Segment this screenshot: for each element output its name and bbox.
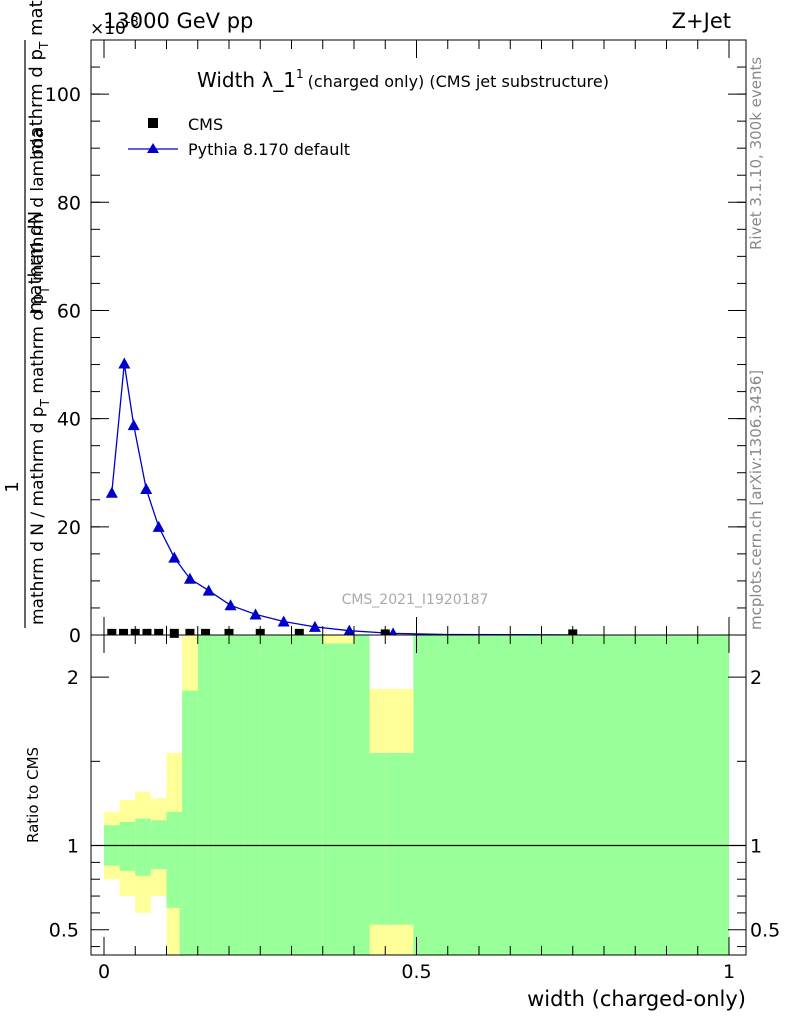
- pythia-point: [202, 584, 215, 596]
- ratio-band-yellow-lower: [369, 924, 414, 955]
- pythia-point: [308, 620, 321, 632]
- legend-pythia-marker: [147, 143, 159, 153]
- cms-point: [380, 629, 390, 639]
- ratio-band-green: [150, 820, 167, 870]
- ratio-band-yellow-top: [182, 635, 198, 691]
- ratio-band-green: [244, 635, 261, 955]
- cms-point: [169, 628, 179, 638]
- exponent-base: ×10: [90, 19, 126, 39]
- ratio-ytick-label: 1: [67, 836, 79, 858]
- watermark: CMS_2021_I1920187: [342, 592, 489, 608]
- cms-point: [568, 629, 578, 639]
- ratio-plot: 0.5 0.5 1 1 2 2 0 0.5 1: [49, 634, 780, 983]
- ratio-xtick-label: 0: [98, 961, 110, 983]
- upper-ytick-label: 60: [57, 300, 81, 322]
- ylabel-frac-top: mathrm dN: [25, 211, 46, 313]
- legend: CMS Pythia 8.170 default: [128, 115, 350, 159]
- cms-point: [130, 628, 140, 638]
- ratio-band-green: [182, 643, 198, 955]
- pythia-point: [127, 419, 140, 431]
- legend-cms-label: CMS: [188, 115, 223, 134]
- ratio-band-yellow-top2: [322, 635, 354, 644]
- ratio-band-green: [291, 635, 323, 955]
- cms-point: [107, 628, 117, 638]
- title-superscript: 1: [296, 67, 304, 81]
- pythia-point: [140, 482, 153, 494]
- cms-point: [154, 628, 164, 638]
- ratio-xtick-label: 1: [723, 961, 735, 983]
- ratio-ytick-label-right: 2: [750, 667, 762, 689]
- lower-frame: [90, 634, 747, 956]
- ylabel-fb-sub: T: [37, 41, 51, 50]
- ratio-ylabel: Ratio to CMS: [24, 747, 42, 843]
- ylabel-denominator: mathrm d N / mathrm d pT mathrm d pT mat…: [28, 128, 52, 625]
- pythia-point: [152, 520, 165, 532]
- pythia-point: [277, 615, 290, 627]
- cms-point: [119, 628, 129, 638]
- pythia-point: [224, 599, 237, 611]
- pythia-point: [249, 608, 262, 620]
- ylabel-den-b: mathrm d p: [28, 294, 48, 399]
- ratio-band-green: [197, 635, 214, 955]
- title-main: Width λ_1: [197, 68, 296, 92]
- upper-ytick-label: 40: [57, 409, 81, 431]
- ratio-band-green: [119, 821, 136, 871]
- ylabel-den-a: mathrm d N / mathrm d p: [28, 406, 48, 625]
- pythia-point: [183, 572, 196, 584]
- ratio-band-green: [213, 635, 229, 955]
- ratio-band-green: [260, 635, 292, 955]
- exponent-label: ×10-3: [90, 15, 139, 39]
- ratio-ytick-label: 0.5: [49, 920, 79, 942]
- upper-ytick-label: 80: [57, 192, 81, 214]
- pythia-point: [168, 551, 181, 563]
- pythia-point: [105, 486, 118, 498]
- ratio-band-green: [229, 635, 245, 955]
- ratio-band-green: [135, 818, 151, 876]
- ratio-xtick-label: 0.5: [401, 961, 431, 983]
- upper-ytick-label: 20: [57, 517, 81, 539]
- ylabel-one: 1: [2, 481, 23, 492]
- upper-ytick-label: 100: [45, 84, 81, 106]
- energy-label: 13000 GeV pp: [103, 9, 253, 33]
- ratio-band-green: [322, 635, 354, 955]
- ylabel-fb-a: mathrm d p: [26, 49, 47, 155]
- process-label: Z+Jet: [672, 9, 731, 33]
- ratio-band-yellow-upper: [369, 688, 414, 753]
- cms-point: [255, 628, 265, 638]
- cms-point: [294, 628, 304, 638]
- upper-ylabel: mathrm dN 1 mathrm d pT mathrm d lambda …: [2, 0, 52, 628]
- cms-point: [201, 628, 211, 638]
- pythia-point: [118, 357, 131, 369]
- main-plot: 0 20 40 60 80 100: [45, 39, 747, 647]
- cms-point: [224, 628, 234, 638]
- ratio-band-green: [416, 635, 729, 955]
- ratio-ytick-label-right: 0.5: [750, 920, 780, 942]
- cms-point: [185, 628, 195, 638]
- exponent-power: -3: [126, 15, 139, 30]
- mcplots-label: mcplots.cern.ch [arXiv:1306.3436]: [747, 370, 765, 630]
- upper-ytick-label: 0: [69, 625, 81, 647]
- cms-point: [142, 628, 152, 638]
- title-subtitle: (charged only) (CMS jet substructure): [308, 72, 609, 91]
- ratio-ytick-label-right: 1: [750, 836, 762, 858]
- x-axis-label: width (charged-only): [527, 987, 746, 1011]
- plot-title: Width λ_11 (charged only) (CMS jet substr…: [197, 67, 609, 92]
- rivet-label: Rivet 3.1.10, 300k events: [747, 57, 765, 250]
- ylabel-den-sub: T: [38, 398, 52, 407]
- pythia-point: [343, 624, 356, 636]
- ratio-band-yellow-edge: [166, 907, 180, 955]
- legend-pythia-label: Pythia 8.170 default: [188, 140, 350, 159]
- legend-cms-marker: [148, 118, 158, 128]
- ylabel-den-c: mathrm d lambda: [28, 128, 48, 286]
- ylabel-den-sub2: T: [38, 286, 52, 295]
- ylabel-fb-b: mathrm d lambda: [26, 0, 47, 42]
- ylabel-frac-bottom: mathrm d pT mathrm d lambda: [26, 0, 51, 155]
- ratio-ytick-label: 2: [67, 667, 79, 689]
- ratio-blank-left: [104, 635, 167, 703]
